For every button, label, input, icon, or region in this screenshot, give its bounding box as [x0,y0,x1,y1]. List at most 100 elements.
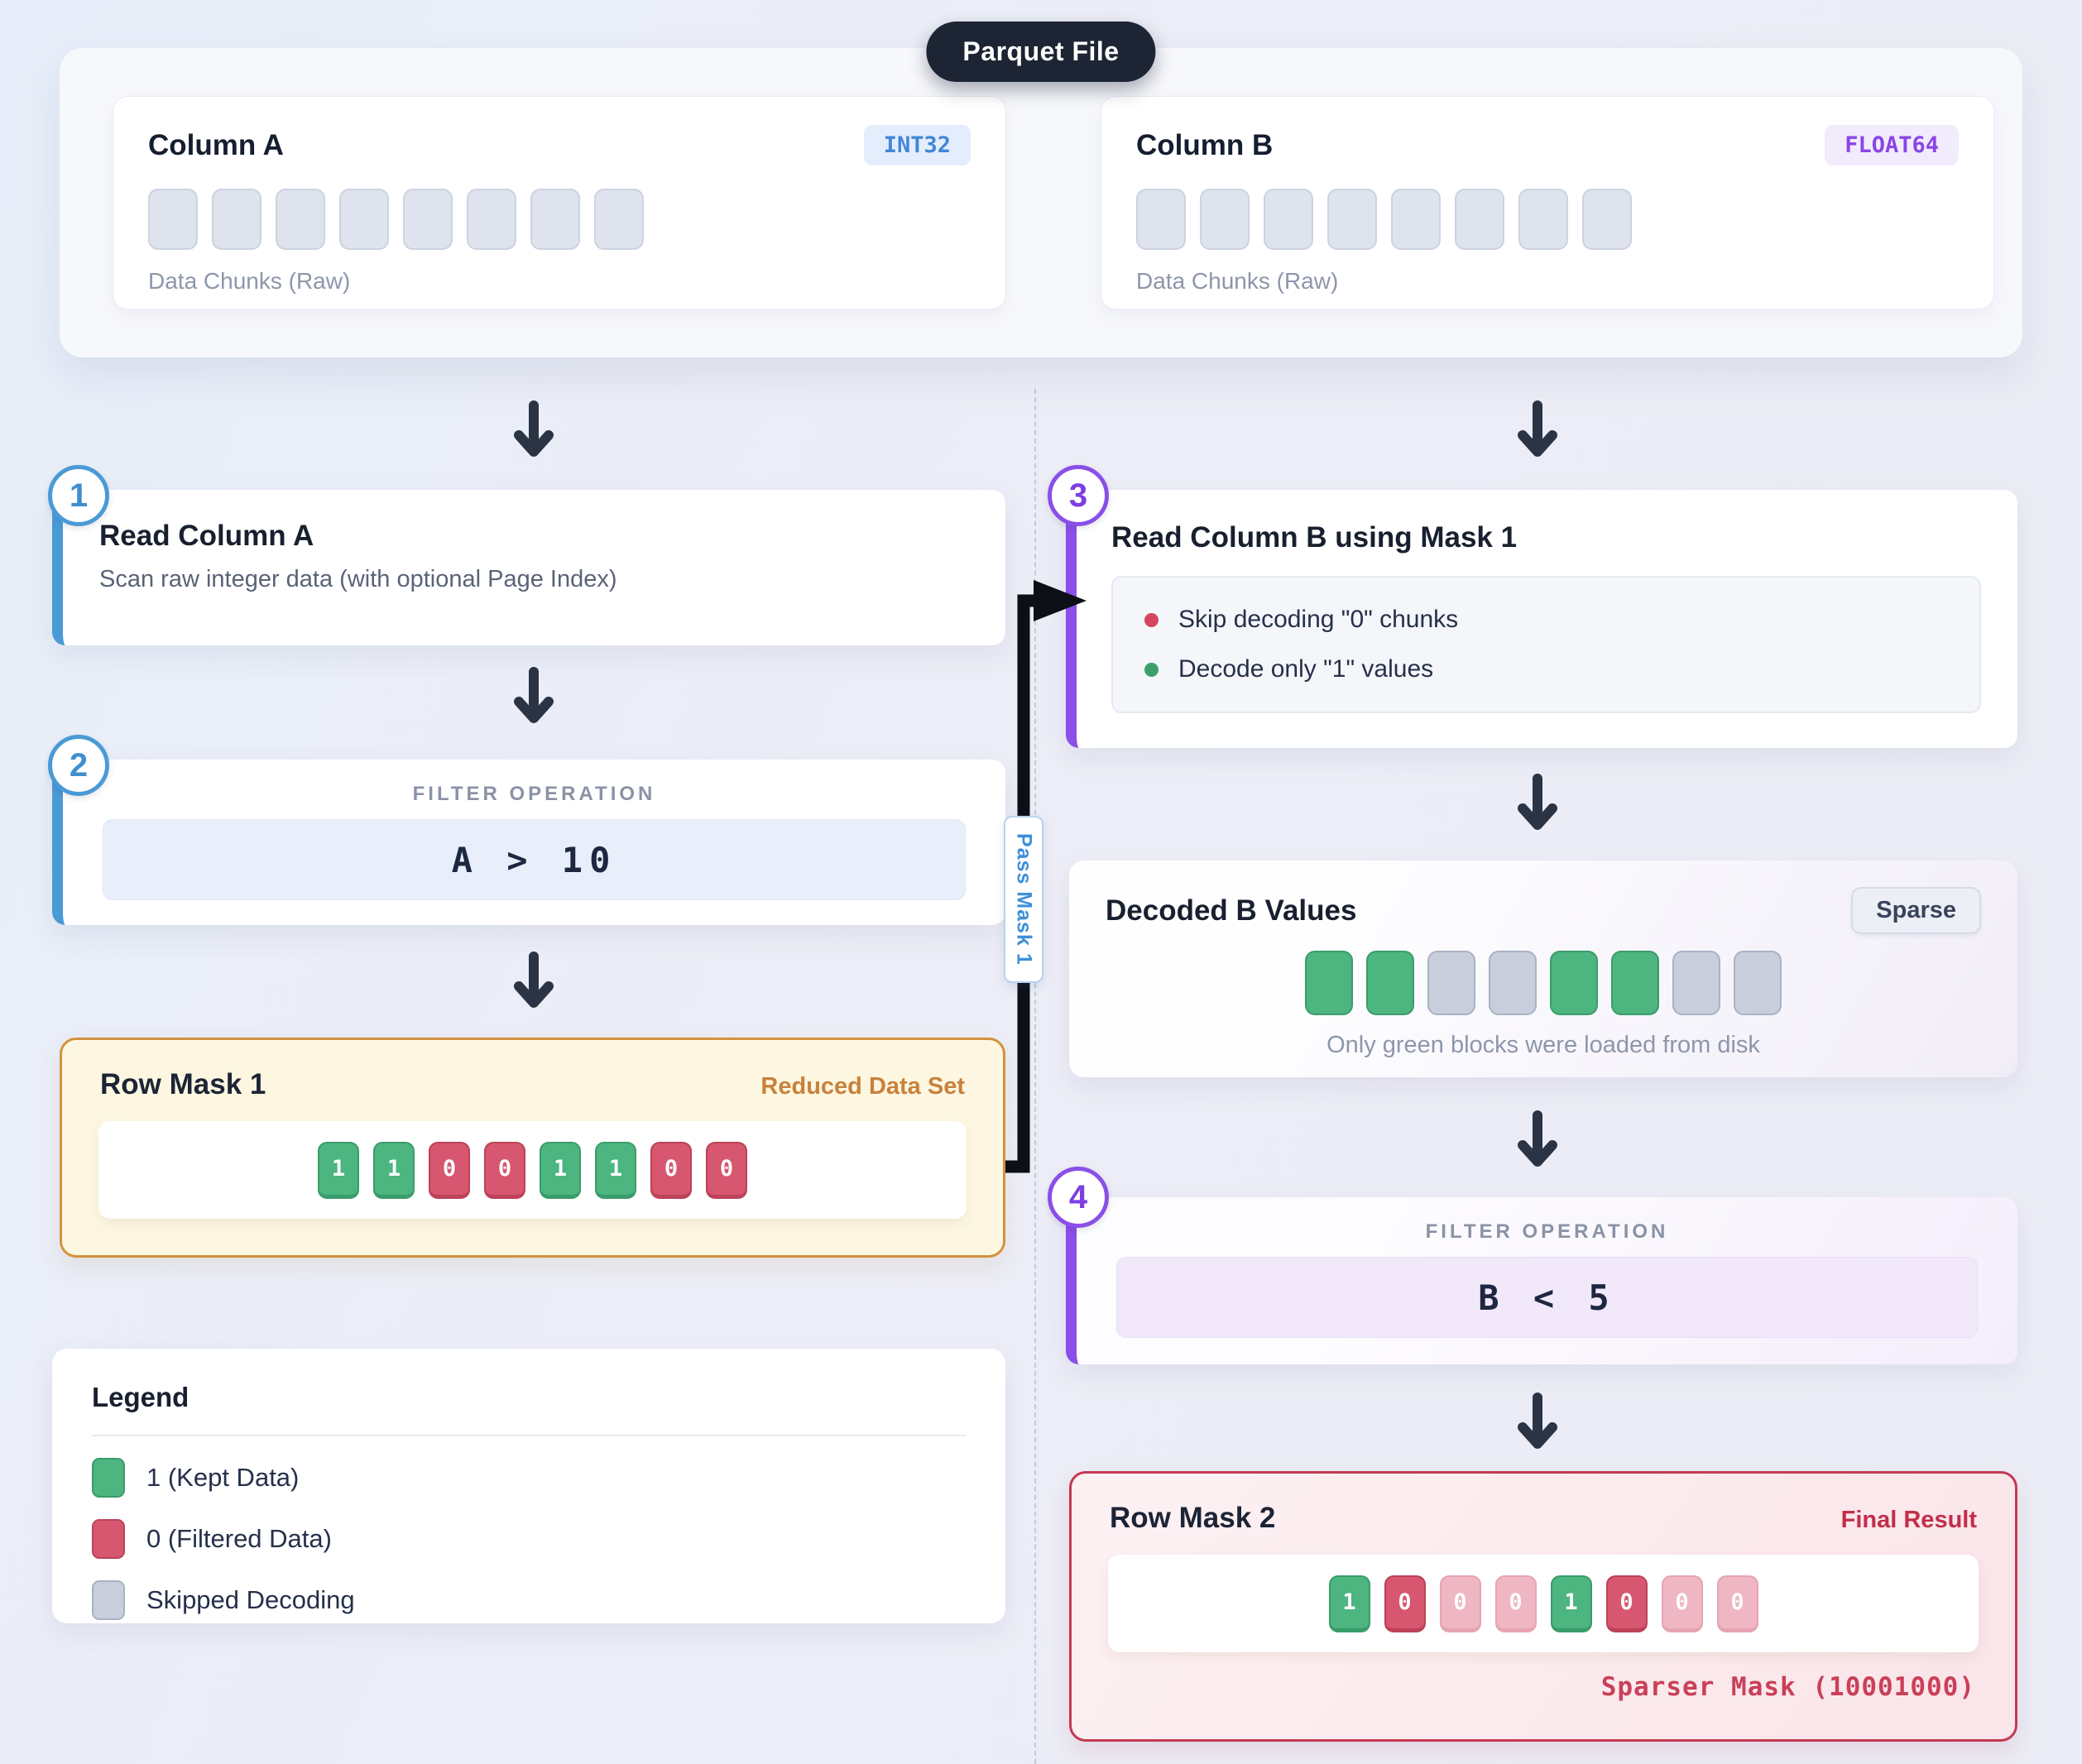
decoded-block-skipped [1672,951,1720,1015]
decoded-b-header: Decoded B Values Sparse [1069,860,2017,934]
column-a-header: Column A INT32 [148,125,971,165]
decoded-block-loaded [1366,951,1414,1015]
step-read-column-a: Read Column A Scan raw integer data (wit… [52,490,1005,645]
bullet-dot-icon [1144,612,1159,627]
column-a-caption: Data Chunks (Raw) [148,268,351,294]
column-b-header: Column B FLOAT64 [1136,125,1959,165]
mask-bit-filtered: 0 [429,1141,470,1199]
down-arrow-icon [1515,774,1560,836]
data-chunk [1264,189,1313,250]
step-read-column-b: Read Column B using Mask 1 Skip decoding… [1066,490,2017,748]
column-divider [1034,389,1036,1764]
column-a-chunks [148,189,971,250]
step-3-badge: 3 [1048,465,1109,526]
row-mask-2-footnote: Sparser Mask (10001000) [1600,1672,1975,1702]
decoded-block-skipped [1734,951,1782,1015]
legend-swatch-skipped [92,1580,125,1620]
data-chunk [530,189,580,250]
legend-items: 1 (Kept Data) 0 (Filtered Data) Skipped De… [92,1458,966,1620]
step-read-column-a-subtitle: Scan raw integer data (with optional Pag… [99,566,617,592]
read-b-bullet-box: Skip decoding "0" chunks Decode only "1" … [1111,576,1981,713]
bullet-item: Decode only "1" values [1144,655,1948,683]
down-arrow-icon [1515,1110,1560,1173]
mask-bit-kept: 1 [373,1141,415,1199]
mask-bit-faded: 0 [1716,1575,1758,1632]
mask-bit-faded: 0 [1494,1575,1537,1632]
step-4-badge: 4 [1048,1167,1109,1228]
step-filter-b: FILTER OPERATION B < 5 [1066,1197,2017,1364]
column-b-title: Column B [1136,128,1274,161]
legend-card: Legend 1 (Kept Data) 0 (Filtered Data) Ski… [52,1349,1005,1623]
mask-bit-kept: 1 [540,1141,581,1199]
parquet-file-badge: Parquet File [926,22,1156,82]
down-arrow-icon [1515,400,1560,463]
mask-bit-filtered: 0 [650,1141,692,1199]
legend-item: 0 (Filtered Data) [92,1519,966,1559]
mask-bit-faded: 0 [1661,1575,1703,1632]
mask-bit-kept: 1 [595,1141,636,1199]
data-chunk [1327,189,1377,250]
mask-bit-faded: 0 [1439,1575,1481,1632]
down-arrow-icon [1515,1393,1560,1455]
sparse-badge: Sparse [1851,887,1981,934]
data-chunk [1518,189,1568,250]
step-filter-a: FILTER OPERATION A > 10 [52,760,1005,925]
filter-expression-a: A > 10 [103,819,966,900]
decoded-b-caption: Only green blocks were loaded from disk [1326,1032,1760,1058]
data-chunk [1582,189,1632,250]
row-mask-2-header: Row Mask 2 Final Result [1072,1474,2015,1535]
mask-bit-kept: 1 [318,1141,359,1199]
column-b-type-badge: FLOAT64 [1825,125,1959,165]
data-chunk [403,189,453,250]
filter-expression-b: B < 5 [1116,1257,1978,1338]
legend-swatch-kept [92,1458,125,1498]
legend-label: Skipped Decoding [146,1585,355,1614]
column-a-title: Column A [148,128,284,161]
mask-bit-filtered: 0 [706,1141,747,1199]
legend-item: 1 (Kept Data) [92,1458,966,1498]
mask-bit-kept: 1 [1328,1575,1370,1632]
column-b-chunks [1136,189,1959,250]
data-chunk [148,189,198,250]
data-chunk [467,189,516,250]
decoded-b-title: Decoded B Values [1106,894,1357,927]
data-chunk [276,189,325,250]
column-b-caption: Data Chunks (Raw) [1136,268,1339,294]
down-arrow-icon [511,400,556,463]
legend-title: Legend [92,1382,189,1412]
legend-item: Skipped Decoding [92,1580,966,1620]
bullet-item: Skip decoding "0" chunks [1144,606,1948,634]
legend-label: 0 (Filtered Data) [146,1524,332,1553]
step-1-badge: 1 [48,465,109,526]
data-chunk [1455,189,1504,250]
step-read-column-b-title: Read Column B using Mask 1 [1111,521,1518,554]
column-b-card: Column B FLOAT64 Data Chunks (Raw) [1101,96,1994,309]
mask-bit-filtered: 0 [1384,1575,1426,1632]
pass-mask-1-label: Pass Mask 1 [1004,816,1043,983]
decoded-b-values-card: Decoded B Values Sparse Only green block… [1069,860,2017,1077]
mask-bit-kept: 1 [1550,1575,1592,1632]
decoded-block-skipped [1489,951,1537,1015]
down-arrow-icon [511,667,556,730]
column-a-type-badge: INT32 [863,125,971,165]
column-a-card: Column A INT32 Data Chunks (Raw) [113,96,1006,309]
decoded-block-loaded [1550,951,1598,1015]
step-read-column-a-title: Read Column A [99,520,314,552]
decoded-b-blocks [1069,951,2017,1015]
mask-bit-filtered: 0 [484,1141,525,1199]
data-chunk [1200,189,1250,250]
down-arrow-icon [511,952,556,1014]
data-chunk [1391,189,1441,250]
row-mask-2-tag: Final Result [1840,1507,1977,1533]
decoded-block-skipped [1427,951,1475,1015]
bullet-text: Skip decoding "0" chunks [1178,606,1459,633]
row-mask-2-title: Row Mask 2 [1110,1502,1276,1534]
legend-swatch-filtered [92,1519,125,1559]
bullet-dot-icon [1144,662,1159,677]
row-mask-1-header: Row Mask 1 Reduced Data Set [62,1040,1003,1101]
